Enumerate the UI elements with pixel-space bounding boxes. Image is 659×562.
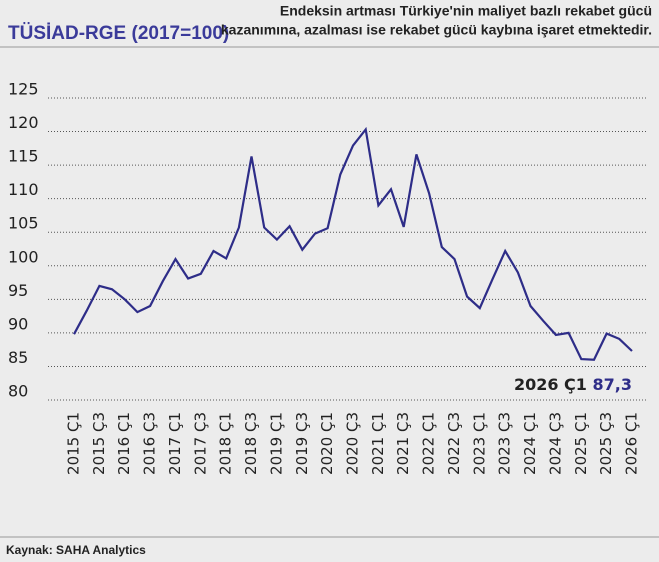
subtitle: kazanımına, azalması ise rekabet gücü ka… — [221, 22, 652, 38]
x-tick-label: 2016 Ç3 — [141, 412, 159, 475]
x-tick-label: 2023 Ç1 — [470, 412, 488, 475]
x-tick-label: 2021 Ç1 — [369, 412, 387, 475]
y-tick-label: 120 — [8, 113, 39, 132]
source: Kaynak: SAHA Analytics — [6, 543, 146, 557]
x-tick-label: 2017 Ç3 — [191, 412, 209, 475]
y-tick-label: 110 — [8, 180, 39, 199]
line — [73, 126, 633, 361]
y-tick-label: 115 — [8, 147, 39, 166]
annotation-category: 2026 Ç1 — [514, 375, 587, 394]
x-tick-label: 2016 Ç1 — [115, 412, 133, 475]
x-tick-label: 2023 Ç3 — [496, 412, 514, 475]
x-tick-label: 2015 Ç3 — [90, 412, 108, 475]
x-tick-label: 2024 Ç3 — [546, 412, 564, 475]
x-tick-label: 2022 Ç3 — [445, 412, 463, 475]
x-tick-label: 2021 Ç3 — [394, 412, 412, 475]
y-tick-label: 90 — [8, 314, 28, 333]
x-tick-label: 2020 Ç1 — [318, 412, 336, 475]
x-tick-label: 2017 Ç1 — [166, 412, 184, 475]
x-tick-label: 2018 Ç1 — [217, 412, 235, 475]
y-tick-label: 80 — [8, 382, 28, 401]
y-tick-label: 105 — [8, 214, 39, 233]
x-tick-label: 2026 Ç1 — [623, 412, 641, 475]
x-tick-label: 2019 Ç1 — [267, 412, 285, 475]
y-tick-label: 95 — [8, 281, 28, 300]
y-tick-label: 85 — [8, 348, 28, 367]
chart-title: TÜSİAD-RGE (2017=100) — [8, 23, 229, 44]
annotation: 2026 Ç1 87,3 — [514, 375, 632, 394]
value-label: 87,3 — [593, 375, 632, 394]
y-tick-label: 125 — [8, 80, 39, 99]
subtitle: Endeksin artması Türkiye'nin maliyet baz… — [280, 3, 652, 19]
x-tick-label: 2018 Ç3 — [242, 412, 260, 475]
x-tick-label: 2020 Ç3 — [344, 412, 362, 475]
x-tick-label: 2022 Ç1 — [420, 412, 438, 475]
y-tick-label: 100 — [8, 247, 39, 266]
x-tick-label: 2025 Ç1 — [572, 412, 590, 475]
x-tick-label: 2019 Ç3 — [293, 412, 311, 475]
x-tick-label: 2025 Ç3 — [597, 412, 615, 475]
x-tick-label: 2024 Ç1 — [521, 412, 539, 475]
x-tick-label: 2015 Ç1 — [65, 412, 83, 475]
